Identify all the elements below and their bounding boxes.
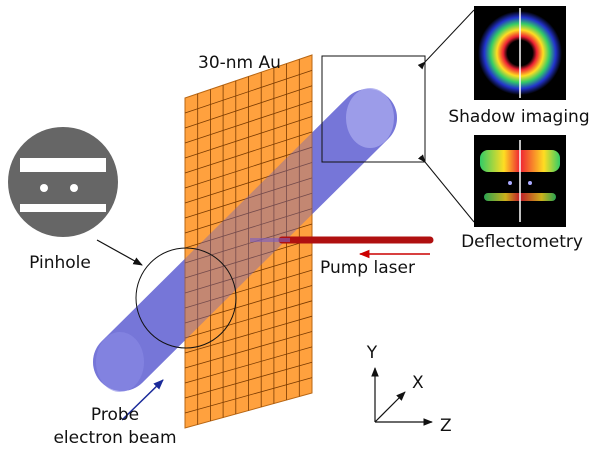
probe-label: Probe — [91, 405, 139, 425]
cylinder-end — [96, 332, 144, 392]
diagram: Pinhole Pump laser 30-nm Au Shadow imagi… — [0, 0, 594, 453]
probe-label: electron beam — [53, 428, 176, 448]
arrow — [97, 240, 142, 265]
arrow — [425, 162, 474, 222]
pinhole-label: Pinhole — [29, 253, 91, 273]
foil-label: 30-nm Au — [198, 53, 281, 73]
cylinder-end — [346, 88, 394, 148]
axis-label: Y — [366, 343, 378, 363]
deflectometry-image — [474, 135, 566, 227]
deflectometry-label: Deflectometry — [461, 232, 583, 252]
pump-label: Pump laser — [320, 258, 415, 278]
arrow — [425, 10, 474, 62]
axis-label: Z — [440, 416, 452, 436]
shadow-label: Shadow imaging — [448, 107, 589, 127]
axis-label: X — [412, 373, 424, 393]
shadow-image — [474, 6, 566, 100]
pinhole-icon — [8, 127, 118, 237]
